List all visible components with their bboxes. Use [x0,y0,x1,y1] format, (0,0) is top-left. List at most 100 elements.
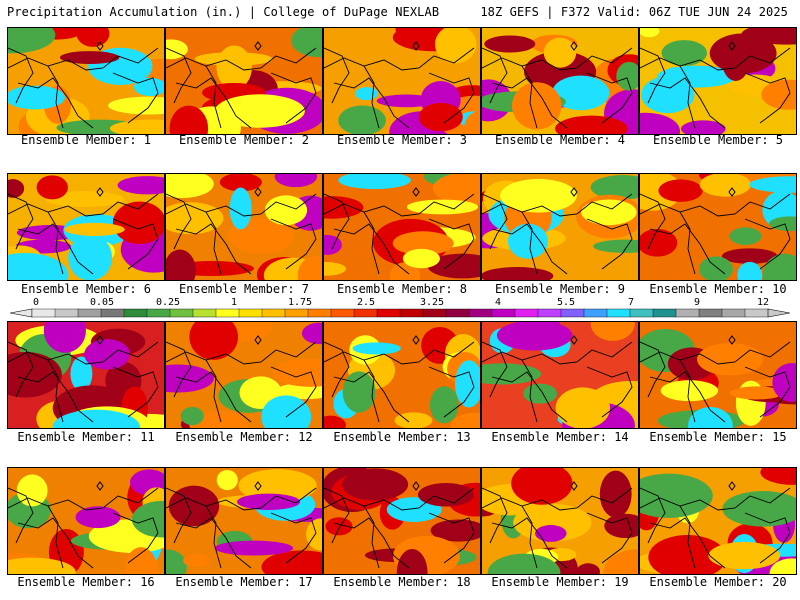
colorbar-swatch [330,308,355,318]
precip-contour [772,362,796,402]
precip-contour [45,191,124,208]
ensemble-member-prefix: Ensemble Member: [336,133,460,147]
location-marker-icon [96,481,104,491]
precip-contour [264,195,308,226]
ensemble-member-number: 19 [614,575,629,589]
location-marker-icon [728,335,736,345]
precip-contour [450,412,480,428]
colorbar-tick-label: 5.5 [556,297,576,308]
boundary-line [521,359,538,423]
ensemble-member-number: 6 [143,282,152,296]
precip-field [166,174,322,280]
colorbar-tick-label: 9 [693,297,701,308]
boundary-line [649,371,726,423]
boundary-line [8,193,159,217]
precip-contour [599,470,632,518]
boundary-line [640,341,666,398]
boundary-line [166,47,317,71]
ensemble-member-label: Ensemble Member: 20 [639,575,797,589]
precip-contour [183,553,210,568]
boundary-line [205,505,222,569]
ensemble-member-map-10 [639,173,797,281]
precip-contour [482,363,542,385]
precip-contour [272,358,322,387]
ensemble-member-map-14 [481,321,639,429]
precip-contour [543,37,577,68]
precip-contour [43,322,86,353]
precip-contour [166,202,224,235]
precip-contour [291,28,322,58]
boundary-line [8,193,34,250]
precip-field [640,174,796,280]
precip-contour [661,40,708,66]
ensemble-member-label: Ensemble Member: 19 [481,575,639,589]
ensemble-member-number: 3 [459,133,468,147]
boundary-line [47,211,64,275]
precip-contour [169,105,209,134]
boundary-line [491,223,568,275]
ensemble-member-map-18 [323,467,481,575]
precip-contour [430,519,480,542]
boundary-line [175,223,252,275]
ensemble-member-map-20 [639,467,797,575]
precip-contour [555,387,611,428]
precip-contour [722,490,796,527]
precip-contour [324,234,342,255]
precip-contour [270,562,322,574]
boundary-line [112,512,159,564]
boundary-line [270,218,317,270]
precip-contour [581,199,637,226]
ensemble-member-number: 1 [143,133,152,147]
colorbar-swatch [238,308,263,318]
ensemble-member-map-13 [323,321,481,429]
location-marker-icon [96,335,104,345]
precip-field [324,174,480,280]
location-marker-icon [570,41,578,51]
precip-field [640,468,796,574]
precip-contour [229,187,252,230]
location-marker-icon [96,41,104,51]
precip-contour [8,557,76,574]
boundary-line [428,218,475,270]
precip-contour [216,469,238,491]
colorbar-tick-label: 0.25 [155,297,181,308]
boundary-line [270,366,317,418]
precip-contour [8,253,69,280]
boundary-line [482,193,633,217]
colorbar-swatch [215,308,240,318]
location-marker-icon [412,335,420,345]
precip-field [8,469,164,574]
boundary-line [640,193,791,217]
precip-contour [418,102,463,132]
location-marker-icon [728,481,736,491]
boundary-line [482,193,508,250]
colorbar-tick-label: 0.05 [89,297,115,308]
precip-contour [355,87,378,101]
precip-contour [301,322,322,345]
precip-field [482,175,638,280]
precip-field [166,322,322,428]
precip-contour [8,28,56,54]
ensemble-member-label: Ensemble Member: 15 [639,430,797,444]
ensemble-member-prefix: Ensemble Member: [652,133,776,147]
ensemble-member-number: 18 [456,575,471,589]
colorbar-tick-label: 2.5 [356,297,376,308]
precip-contour [659,67,692,100]
boundary-line [363,65,380,129]
precip-colorbar [9,308,791,318]
precip-field [8,175,164,280]
colorbar-swatch [169,308,194,318]
precip-contour [699,174,751,197]
ensemble-member-prefix: Ensemble Member: [333,575,457,589]
ensemble-member-prefix: Ensemble Member: [20,133,144,147]
boundary-line [521,65,538,129]
boundary-line [491,371,568,423]
ensemble-member-prefix: Ensemble Member: [336,282,460,296]
colorbar-swatch [445,308,470,318]
precip-field [640,28,796,134]
precip-contour [84,339,131,370]
precip-contour [555,115,628,134]
colorbar-swatch [560,308,585,318]
colorbar-swatch [376,308,401,318]
boundary-line [166,341,192,398]
